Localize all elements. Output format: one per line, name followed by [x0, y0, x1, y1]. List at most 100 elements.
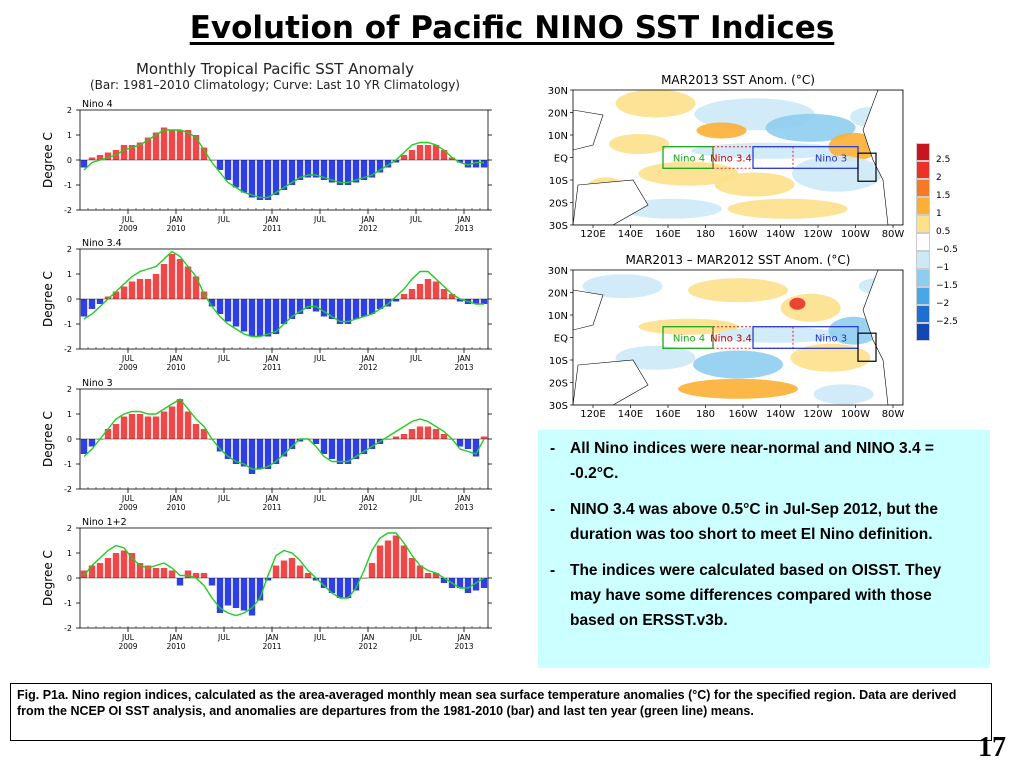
- anomaly-bar: [280, 160, 288, 190]
- anomaly-bar: [152, 416, 160, 439]
- anomaly-bar: [88, 157, 96, 160]
- y-tick-label: 1: [67, 131, 72, 140]
- colorbar-label: 1: [936, 209, 942, 219]
- anomaly-bar: [440, 578, 448, 583]
- x-tick-year: 2009: [118, 503, 137, 512]
- colorbar-swatch: [916, 143, 930, 161]
- anomaly-bar: [160, 127, 168, 160]
- x-tick-label: JUL: [217, 633, 231, 642]
- anomaly-bar: [96, 563, 104, 578]
- x-tick-year: 2012: [358, 503, 377, 512]
- anomaly-patch: [790, 343, 871, 372]
- anomaly-bar: [136, 142, 144, 160]
- anomaly-bar: [352, 439, 360, 459]
- x-tick-label: JUL: [313, 215, 327, 224]
- anomaly-bar: [288, 439, 296, 449]
- anomaly-bar: [88, 439, 96, 447]
- anomaly-bar: [264, 439, 272, 469]
- anomaly-bar: [392, 160, 400, 163]
- anomaly-patch: [813, 384, 874, 405]
- anomaly-bar: [288, 558, 296, 578]
- lat-label: EQ: [554, 154, 568, 165]
- anomaly-bar: [328, 578, 336, 593]
- anomaly-bar: [360, 160, 368, 180]
- anomaly-bar: [224, 578, 232, 606]
- anomaly-bar: [416, 565, 424, 578]
- x-tick-label: JAN: [457, 354, 471, 363]
- anomaly-bar: [320, 439, 328, 454]
- anomaly-bar: [232, 299, 240, 327]
- lon-label: 120E: [580, 229, 605, 240]
- anomaly-bar: [480, 578, 488, 588]
- climatology-curve: [83, 129, 484, 199]
- y-tick-label: 2: [67, 245, 72, 254]
- x-tick-label: JUL: [217, 215, 231, 224]
- colorbar-label: 1.5: [936, 191, 951, 201]
- anomaly-bar: [456, 439, 464, 447]
- x-tick-year: 2012: [358, 642, 377, 651]
- chart-header: Monthly Tropical Pacific SST Anomaly: [135, 60, 415, 78]
- anomaly-bar: [272, 160, 280, 195]
- anomaly-bar: [312, 299, 320, 312]
- x-tick-label: JAN: [361, 354, 375, 363]
- anomaly-bar: [384, 540, 392, 578]
- anomaly-bar: [112, 553, 120, 578]
- anomaly-bar: [472, 439, 480, 457]
- anomaly-bar: [232, 160, 240, 188]
- anomaly-bar: [80, 570, 88, 578]
- x-tick-label: JAN: [265, 633, 279, 642]
- lat-label: 20S: [549, 379, 568, 390]
- anomaly-bar: [88, 299, 96, 309]
- y-tick-label: -1: [64, 599, 72, 608]
- y-tick-label: 1: [67, 410, 72, 419]
- anomaly-bar: [296, 160, 304, 180]
- anomaly-bar: [296, 439, 304, 442]
- anomaly-bar: [392, 436, 400, 439]
- anomaly-patch: [609, 134, 669, 154]
- y-tick-label: 1: [67, 549, 72, 558]
- anomaly-bar: [408, 150, 416, 160]
- y-tick-label: -1: [64, 320, 72, 329]
- anomaly-patch: [615, 90, 696, 118]
- anomaly-bar: [368, 563, 376, 578]
- anomaly-bar: [296, 565, 304, 578]
- anomaly-bar: [472, 299, 480, 304]
- anomaly-bar: [248, 439, 256, 474]
- anomaly-bar: [152, 132, 160, 160]
- lat-label: 10N: [548, 131, 568, 142]
- anomaly-bar: [432, 429, 440, 439]
- colorbar-swatch: [916, 269, 930, 287]
- anomaly-bar: [416, 145, 424, 160]
- y-tick-label: 0: [67, 435, 72, 444]
- anomaly-bar: [280, 439, 288, 457]
- anomaly-bar: [120, 286, 128, 299]
- anomaly-bar: [232, 578, 240, 608]
- x-tick-year: 2011: [262, 503, 281, 512]
- colorbar-label: 2: [936, 173, 942, 183]
- anomaly-bar: [80, 160, 88, 168]
- anomaly-bar: [176, 130, 184, 160]
- anomaly-patch: [678, 378, 798, 399]
- anomaly-bar: [480, 436, 488, 439]
- anomaly-bar: [144, 416, 152, 439]
- anomaly-bar: [168, 570, 176, 578]
- y-tick-label: 2: [67, 524, 72, 533]
- lat-label: EQ: [554, 334, 568, 345]
- anomaly-bar: [200, 429, 208, 439]
- colorbar-label: 2.5: [936, 155, 951, 165]
- anomaly-patch: [780, 293, 841, 322]
- anomaly-bar: [360, 439, 368, 454]
- anomaly-patch: [717, 326, 838, 343]
- box-label-nino34: Nino 3.4: [710, 333, 752, 344]
- anomaly-bar: [384, 160, 392, 168]
- anomaly-bar: [456, 299, 464, 302]
- anomaly-bar: [288, 299, 296, 319]
- anomaly-bar: [184, 411, 192, 439]
- anomaly-bar: [272, 439, 280, 464]
- anomaly-bar: [400, 545, 408, 578]
- anomaly-bar: [368, 160, 376, 178]
- anomaly-patch: [727, 198, 848, 219]
- bullet-item: - NINO 3.4 was above 0.5°C in Jul-Sep 201…: [550, 501, 938, 543]
